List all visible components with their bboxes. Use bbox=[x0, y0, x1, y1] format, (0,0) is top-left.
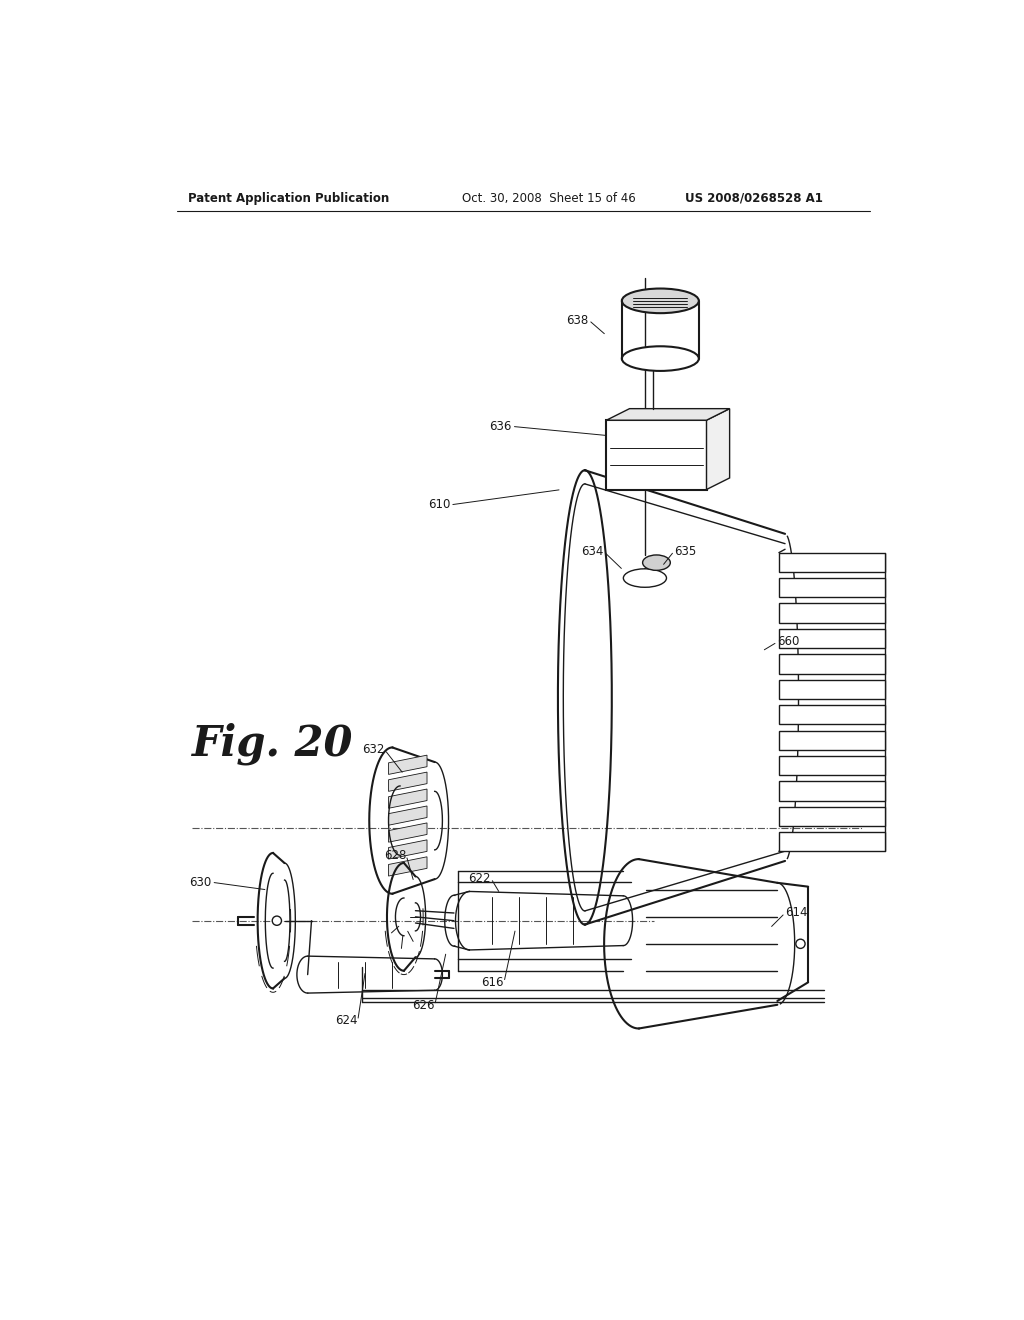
Bar bbox=[779, 756, 885, 775]
Text: 634: 634 bbox=[581, 545, 603, 557]
Bar bbox=[779, 730, 885, 750]
Polygon shape bbox=[388, 822, 427, 842]
Text: 622: 622 bbox=[468, 871, 490, 884]
Text: 626: 626 bbox=[413, 999, 435, 1012]
Text: Patent Application Publication: Patent Application Publication bbox=[188, 191, 389, 205]
Text: 660: 660 bbox=[777, 635, 800, 648]
Bar bbox=[779, 807, 885, 826]
Polygon shape bbox=[388, 772, 427, 792]
Text: Fig. 20: Fig. 20 bbox=[193, 722, 353, 764]
Bar bbox=[779, 578, 885, 597]
Ellipse shape bbox=[624, 569, 667, 587]
Text: 616: 616 bbox=[481, 975, 504, 989]
Text: US 2008/0268528 A1: US 2008/0268528 A1 bbox=[685, 191, 823, 205]
Bar bbox=[779, 553, 885, 572]
Bar bbox=[779, 832, 885, 851]
Bar bbox=[779, 680, 885, 700]
Text: 628: 628 bbox=[384, 849, 407, 862]
Polygon shape bbox=[388, 789, 427, 808]
Polygon shape bbox=[707, 409, 730, 490]
Bar bbox=[779, 603, 885, 623]
Text: 632: 632 bbox=[362, 743, 385, 756]
Text: Oct. 30, 2008  Sheet 15 of 46: Oct. 30, 2008 Sheet 15 of 46 bbox=[462, 191, 636, 205]
Text: 636: 636 bbox=[489, 420, 512, 433]
Polygon shape bbox=[388, 840, 427, 859]
Bar bbox=[779, 781, 885, 800]
Text: 630: 630 bbox=[189, 875, 211, 888]
Text: 635: 635 bbox=[674, 545, 696, 557]
Bar bbox=[779, 705, 885, 725]
Text: 638: 638 bbox=[566, 314, 589, 326]
Ellipse shape bbox=[622, 346, 698, 371]
Ellipse shape bbox=[622, 289, 698, 313]
Bar bbox=[606, 420, 707, 490]
Polygon shape bbox=[388, 755, 427, 775]
Text: 614: 614 bbox=[785, 907, 808, 920]
Polygon shape bbox=[606, 409, 730, 420]
Bar bbox=[779, 655, 885, 673]
Ellipse shape bbox=[272, 916, 282, 925]
Ellipse shape bbox=[643, 554, 671, 570]
Bar bbox=[779, 628, 885, 648]
Polygon shape bbox=[388, 807, 427, 825]
Text: 610: 610 bbox=[428, 499, 451, 511]
Text: 624: 624 bbox=[335, 1014, 357, 1027]
Ellipse shape bbox=[796, 940, 805, 948]
Polygon shape bbox=[388, 857, 427, 876]
